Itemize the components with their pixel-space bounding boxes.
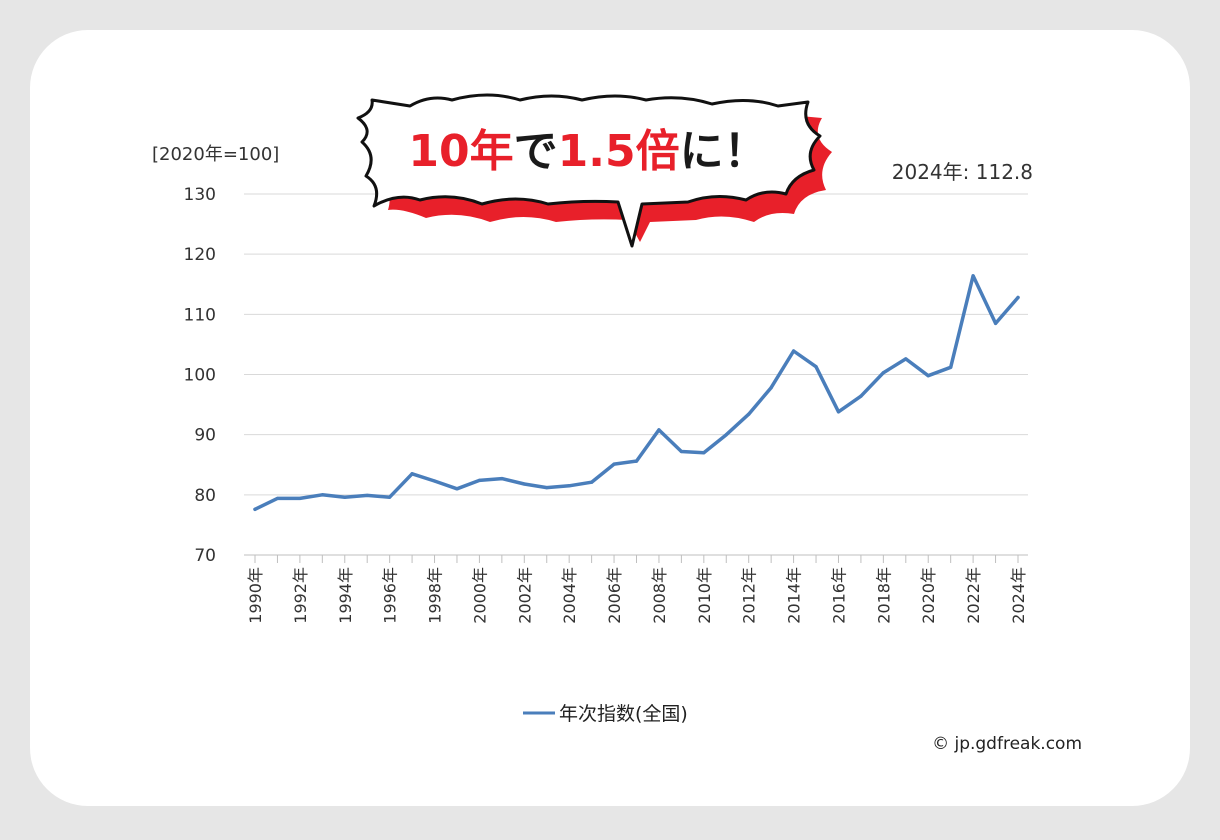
data-point	[814, 365, 818, 369]
y-tick-label: 100	[184, 366, 216, 386]
y-unit-label: [2020年=100]	[152, 144, 279, 165]
callout-part: 10	[408, 126, 469, 177]
data-point	[500, 476, 504, 481]
data-point	[702, 451, 706, 455]
data-point	[612, 462, 616, 466]
data-point	[320, 493, 324, 497]
data-point	[634, 459, 639, 463]
series-line-1	[253, 274, 1020, 512]
x-tick-label: 2002年	[515, 567, 534, 624]
data-point	[971, 274, 975, 278]
x-tick-label: 2024年	[1009, 567, 1028, 624]
data-point	[724, 433, 728, 437]
x-tick-label: 2020年	[919, 567, 938, 624]
data-point	[881, 371, 885, 375]
x-tick-label: 2008年	[650, 567, 669, 624]
y-tick-label: 120	[184, 245, 216, 265]
data-point	[769, 386, 773, 390]
x-tick-label: 2004年	[560, 567, 579, 624]
x-tick-label: 2016年	[829, 567, 848, 624]
data-point	[993, 321, 998, 325]
x-tick-label: 2022年	[964, 567, 983, 624]
callout-part: に！	[680, 126, 768, 177]
data-point	[522, 482, 526, 486]
data-point	[388, 495, 392, 499]
latest-value-annotation: 2024年: 112.8	[892, 160, 1033, 184]
y-axis-ticks: 70 80 90 100 110 120 130	[184, 185, 216, 566]
x-tick-label: 1998年	[426, 567, 445, 624]
x-tick-label: 1992年	[291, 567, 310, 624]
data-point	[298, 496, 302, 501]
x-tick-label: 2018年	[874, 567, 893, 624]
x-tick-label: 1994年	[336, 567, 355, 624]
x-tick-label: 2014年	[785, 567, 804, 624]
data-point	[747, 412, 751, 416]
callout-part: で	[514, 126, 558, 177]
series-group	[253, 274, 1020, 512]
data-point	[545, 486, 549, 490]
x-tick-label: 2000年	[470, 567, 489, 624]
y-tick-label: 110	[184, 305, 216, 325]
y-tick-label: 130	[184, 185, 216, 205]
speech-bubble	[356, 93, 822, 248]
data-point	[432, 479, 437, 483]
x-tick-label: 2010年	[695, 567, 714, 624]
callout-part: 1.5	[558, 126, 636, 177]
y-tick-label: 70	[194, 546, 216, 566]
copyright-credit: © jp.gdfreak.com	[932, 734, 1082, 754]
data-point	[926, 374, 930, 378]
data-point	[275, 496, 280, 501]
data-point	[343, 495, 347, 499]
x-tick-label: 1990年	[246, 567, 265, 624]
data-point	[1016, 295, 1020, 300]
data-point	[836, 410, 841, 414]
data-point	[455, 487, 459, 491]
y-tick-label: 80	[194, 486, 216, 506]
callout-text: 10年で1.5倍に！	[408, 126, 767, 177]
data-point	[590, 480, 594, 484]
callout-part: 倍	[636, 126, 680, 177]
x-tick-label: 1996年	[381, 567, 400, 624]
x-tick-label: 2012年	[740, 567, 759, 624]
callout-part: 年	[470, 126, 514, 177]
data-point	[477, 478, 482, 482]
x-axis-ticks: 1990年 1992年 1994年 1996年 1998年 2000年 2002年 2004年…	[246, 555, 1028, 624]
x-tick-label: 2006年	[605, 567, 624, 624]
data-point	[791, 349, 796, 353]
legend-label-series-1: 年次指数(全国)	[559, 703, 688, 725]
data-point	[567, 484, 571, 488]
data-point	[253, 507, 257, 511]
data-point	[859, 394, 863, 398]
legend: 年次指数(全国)	[523, 703, 688, 725]
data-point	[949, 365, 953, 369]
grid-lines	[244, 193, 1028, 556]
data-point	[679, 449, 683, 454]
y-tick-label: 90	[194, 426, 216, 446]
data-point	[657, 428, 661, 432]
data-point	[410, 472, 414, 476]
speech-bubble-callout: 10年で1.5倍に！	[356, 93, 832, 248]
data-point	[904, 357, 908, 361]
data-point	[365, 493, 369, 498]
